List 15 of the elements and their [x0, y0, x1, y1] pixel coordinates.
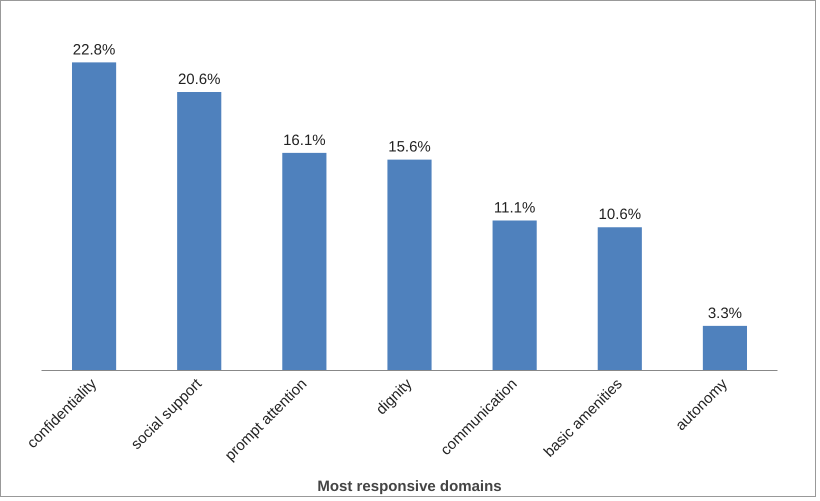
bar — [702, 326, 748, 370]
data-label: 15.6% — [388, 138, 431, 156]
bar — [282, 152, 326, 370]
bar — [72, 62, 116, 370]
data-label: 20.6% — [178, 71, 220, 88]
bar — [598, 227, 642, 370]
data-label: 10.6% — [598, 206, 642, 224]
bar — [492, 220, 537, 370]
bar — [387, 160, 432, 370]
data-label: 16.1% — [283, 132, 326, 149]
data-label: 22.8% — [72, 41, 116, 58]
data-label: 11.1% — [494, 199, 536, 216]
x-axis-title: Most responsive domains — [317, 478, 502, 496]
bar — [177, 92, 222, 370]
data-label: 3.3% — [708, 304, 742, 322]
